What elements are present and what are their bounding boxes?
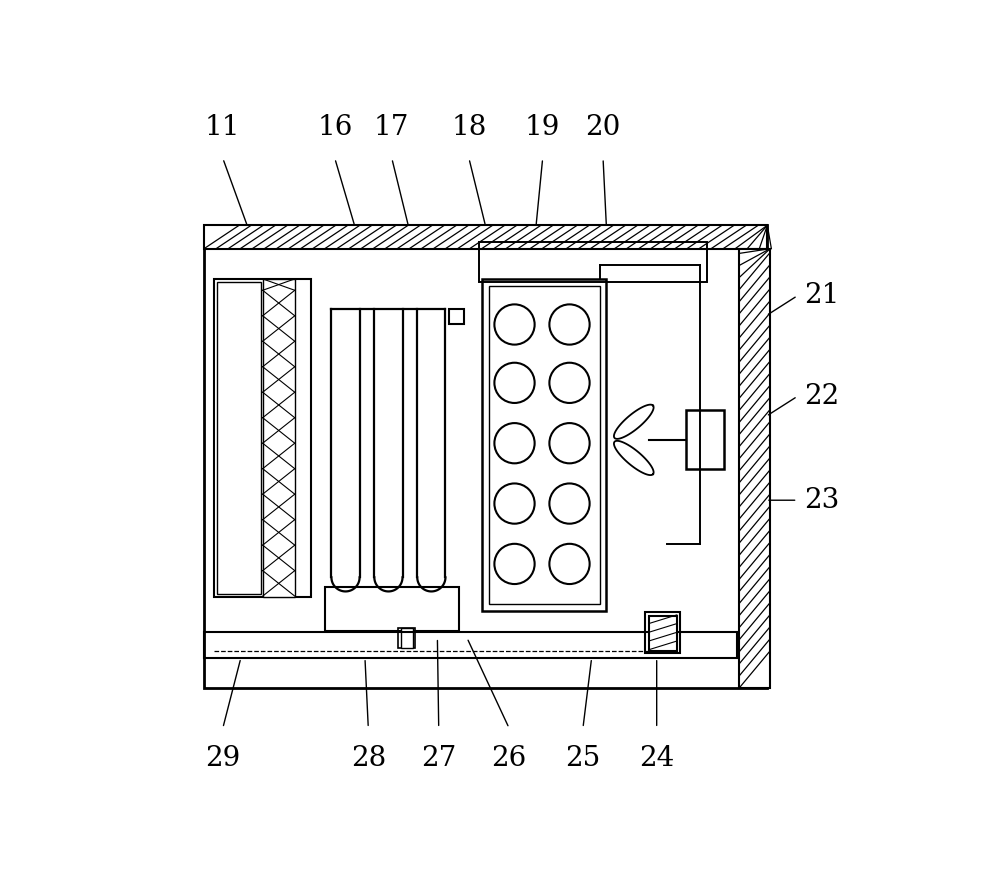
- Text: 16: 16: [317, 114, 352, 141]
- Text: 11: 11: [205, 114, 241, 141]
- Bar: [325, 587, 459, 631]
- Text: 21: 21: [804, 282, 840, 309]
- Text: 25: 25: [565, 745, 601, 772]
- Bar: [217, 282, 261, 594]
- Bar: [214, 279, 311, 598]
- Text: 26: 26: [492, 745, 527, 772]
- Bar: [645, 611, 680, 653]
- Text: 28: 28: [351, 745, 386, 772]
- Bar: [482, 279, 606, 611]
- Bar: [263, 279, 295, 598]
- Bar: [479, 242, 707, 282]
- Text: 27: 27: [421, 745, 456, 772]
- Text: 24: 24: [639, 745, 674, 772]
- Bar: [449, 309, 464, 324]
- Text: 19: 19: [525, 114, 560, 141]
- Bar: [204, 632, 737, 658]
- Bar: [204, 226, 767, 688]
- Text: 22: 22: [804, 382, 839, 409]
- Text: 17: 17: [374, 114, 410, 141]
- Bar: [204, 226, 767, 249]
- Text: 29: 29: [205, 745, 240, 772]
- Bar: [398, 628, 415, 648]
- Bar: [739, 249, 770, 688]
- Bar: [686, 410, 724, 469]
- Bar: [401, 628, 413, 648]
- Text: 18: 18: [451, 114, 487, 141]
- Text: 20: 20: [585, 114, 621, 141]
- Bar: [649, 617, 677, 652]
- Text: 23: 23: [804, 487, 839, 514]
- Bar: [489, 286, 600, 604]
